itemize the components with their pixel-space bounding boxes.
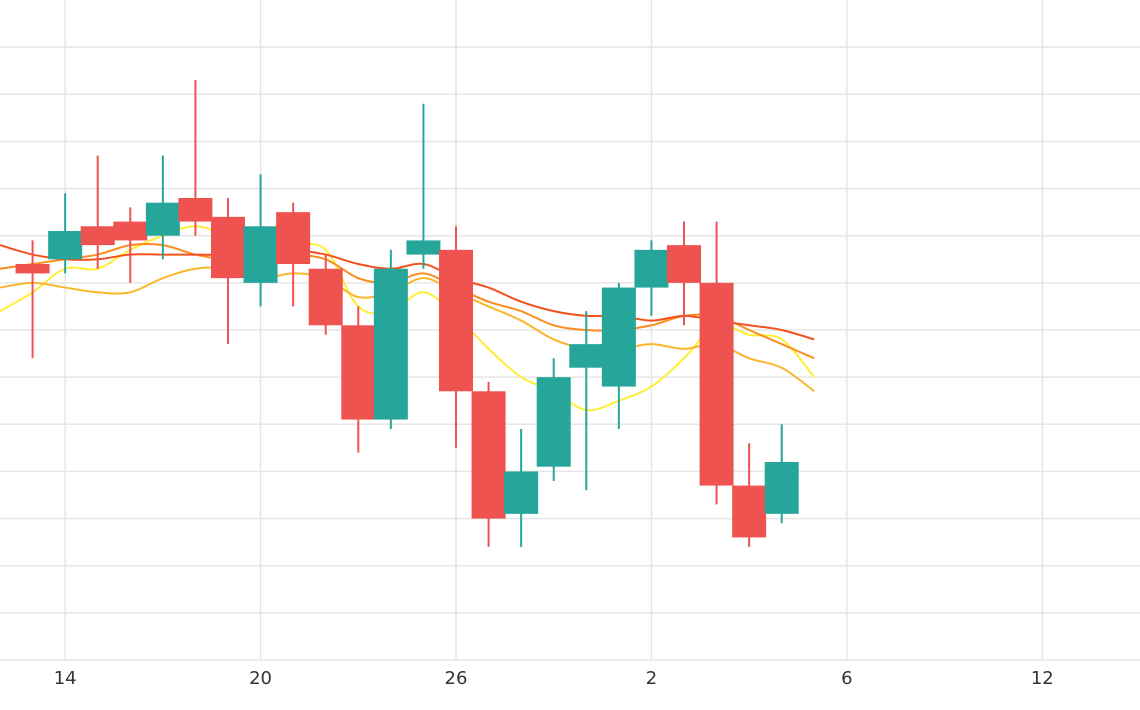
candle-body [536,377,571,467]
candle [373,249,408,429]
x-tick-label: 26 [445,668,468,689]
candle [536,358,571,481]
candle [601,282,636,429]
moving-average-line-4 [0,244,815,341]
candle [211,198,245,345]
candle [243,174,278,307]
candle-body [308,268,343,326]
candle [341,306,376,453]
candle-body [504,471,539,514]
x-tick-label: 20 [249,668,272,689]
x-tick-label: 14 [54,668,77,689]
candle-body [699,282,734,486]
candle-body [243,226,278,283]
candle [569,311,604,491]
candle-body [634,249,669,288]
x-tick-labels: 14 20 26 2 6 12 [54,668,1054,689]
candle [15,240,50,359]
candle-body [211,216,245,279]
candle [471,381,506,547]
candle [145,155,180,260]
candle-body [80,226,115,246]
candle-body [15,264,50,274]
x-tick-label: 6 [841,668,852,689]
candle-body [569,344,604,368]
candle-body [439,249,473,392]
candle [178,80,213,236]
candle [276,202,311,307]
candle-body [276,212,311,264]
candle-body [764,462,799,514]
candle-body [667,245,701,283]
candle-body [178,198,213,222]
candle [699,221,734,505]
candle [439,226,473,448]
candles [15,80,799,547]
candle [667,221,701,326]
candle-body [406,240,441,255]
candle [406,103,441,269]
candle [80,155,115,269]
candle-body [341,325,376,420]
candle-body [145,202,180,236]
candle [764,424,799,524]
candle-body [113,221,148,241]
candle-body [601,287,636,387]
candle-body [48,231,83,260]
x-tick-label: 2 [646,668,657,689]
candle-body [373,268,408,420]
y-gridlines [0,46,1140,614]
candle [504,429,539,547]
candle [308,254,343,335]
candle [634,240,669,316]
candle-body [732,485,767,538]
candle [113,207,148,283]
candle [48,193,83,274]
candle-body [471,391,506,519]
candle [732,443,767,547]
x-tick-label: 12 [1031,668,1054,689]
